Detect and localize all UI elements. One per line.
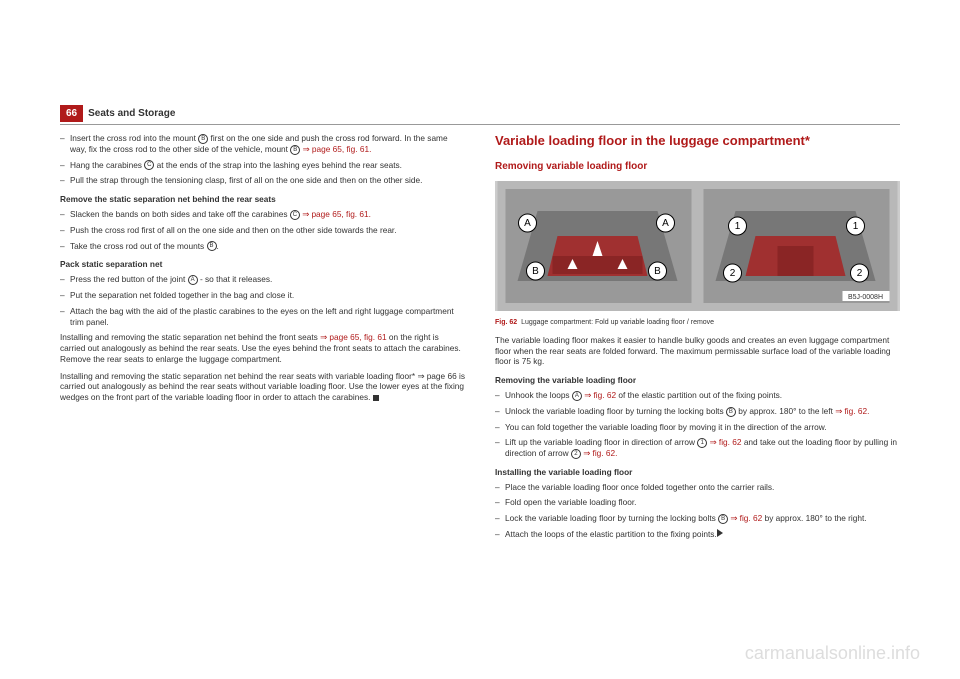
heading-pack: Pack static separation net bbox=[60, 259, 465, 270]
heading-install: Installing the variable loading floor bbox=[495, 467, 900, 478]
header-rule bbox=[60, 124, 900, 125]
list-item: Insert the cross rod into the mount B fi… bbox=[70, 133, 465, 155]
list-item: Place the variable loading floor once fo… bbox=[505, 482, 774, 493]
list-item: Unhook the loops A ⇒ fig. 62 of the elas… bbox=[505, 390, 782, 401]
continue-arrow-icon bbox=[717, 529, 723, 537]
heading-h1: Variable loading floor in the luggage co… bbox=[495, 133, 900, 150]
list-item: Attach the bag with the aid of the plast… bbox=[70, 306, 465, 328]
svg-text:2: 2 bbox=[730, 268, 736, 279]
svg-text:A: A bbox=[524, 218, 531, 229]
heading-h2: Removing variable loading floor bbox=[495, 160, 900, 173]
right-column: Variable loading floor in the luggage co… bbox=[495, 133, 900, 545]
list-item: Push the cross rod first of all on the o… bbox=[70, 225, 397, 236]
list-item: Lock the variable loading floor by turni… bbox=[505, 513, 867, 524]
list-item: Lift up the variable loading floor in di… bbox=[505, 437, 900, 459]
paragraph: Installing and removing the static separ… bbox=[60, 371, 465, 403]
svg-text:A: A bbox=[662, 218, 669, 229]
list-item: Press the red button of the joint A - so… bbox=[70, 274, 272, 285]
left-column: –Insert the cross rod into the mount B f… bbox=[60, 133, 465, 545]
heading-removing: Removing the variable loading floor bbox=[495, 375, 900, 386]
figure-caption: Fig. 62 Luggage compartment: Fold up var… bbox=[495, 318, 900, 327]
paragraph: The variable loading floor makes it easi… bbox=[495, 335, 900, 367]
end-square-icon bbox=[373, 395, 379, 401]
svg-text:1: 1 bbox=[735, 221, 741, 232]
paragraph: Installing and removing the static separ… bbox=[60, 332, 465, 364]
list-item: You can fold together the variable loadi… bbox=[505, 422, 827, 433]
svg-text:B: B bbox=[532, 266, 539, 277]
svg-text:1: 1 bbox=[853, 221, 859, 232]
list-item: Attach the loops of the elastic partitio… bbox=[505, 529, 723, 540]
list-item: Fold open the variable loading floor. bbox=[505, 497, 636, 508]
list-item: Hang the carabines C at the ends of the … bbox=[70, 160, 402, 171]
svg-text:B5J-0008H: B5J-0008H bbox=[848, 294, 883, 301]
svg-text:B: B bbox=[654, 266, 661, 277]
heading-remove: Remove the static separation net behind … bbox=[60, 194, 465, 205]
svg-text:2: 2 bbox=[857, 268, 863, 279]
section-title: Seats and Storage bbox=[88, 108, 175, 119]
watermark: carmanualsonline.info bbox=[745, 643, 920, 664]
page-number: 66 bbox=[60, 105, 83, 122]
list-item: Slacken the bands on both sides and take… bbox=[70, 209, 371, 220]
list-item: Take the cross rod out of the mounts B. bbox=[70, 241, 219, 252]
list-item: Unlock the variable loading floor by tur… bbox=[505, 406, 869, 417]
list-item: Put the separation net folded together i… bbox=[70, 290, 294, 301]
list-item: Pull the strap through the tensioning cl… bbox=[70, 175, 422, 186]
figure-62: A A B B 1 1 2 2 B5J-0008H bbox=[495, 181, 900, 311]
